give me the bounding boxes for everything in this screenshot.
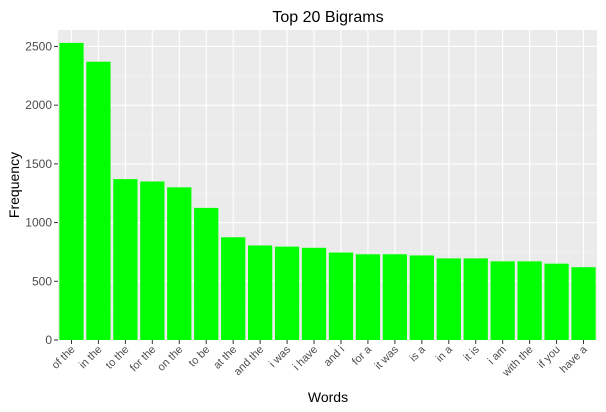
plot-panel xyxy=(58,30,597,340)
bar xyxy=(140,181,165,340)
bar xyxy=(113,179,138,340)
bar xyxy=(167,187,192,340)
x-tick-label: for the xyxy=(128,344,159,375)
chart-title: Top 20 Bigrams xyxy=(272,9,383,26)
bar xyxy=(409,255,434,340)
bar xyxy=(544,263,569,340)
x-tick-label: is a xyxy=(407,343,428,364)
y-tick-label: 1000 xyxy=(25,216,52,230)
bar xyxy=(463,258,488,340)
x-tick-label: of the xyxy=(50,344,78,372)
x-tick-label: to be xyxy=(187,344,213,370)
bar xyxy=(436,258,461,340)
x-tick-label: it is xyxy=(462,343,483,364)
bar xyxy=(490,261,515,340)
bar xyxy=(194,207,219,340)
x-tick-label: for a xyxy=(350,343,375,368)
bar xyxy=(517,261,542,340)
bar xyxy=(59,42,84,341)
bar xyxy=(571,267,596,340)
y-axis-ticks: 0 500 1000 1500 2000 2500 xyxy=(25,39,58,347)
x-tick-label: i was xyxy=(267,343,294,370)
y-tick-label: 2000 xyxy=(25,98,52,112)
bar xyxy=(382,254,408,340)
bar xyxy=(86,61,111,341)
bars xyxy=(59,42,596,341)
y-tick-label: 0 xyxy=(45,333,52,347)
bar xyxy=(247,245,273,340)
bar xyxy=(355,254,381,340)
x-tick-label: on the xyxy=(155,344,185,374)
bar xyxy=(274,246,300,340)
bar xyxy=(328,252,354,340)
x-tick-label: have a xyxy=(558,343,590,375)
x-tick-label: in a xyxy=(434,343,456,365)
bar xyxy=(221,237,246,340)
x-tick-label: and i xyxy=(322,344,347,369)
x-axis-title: Words xyxy=(308,389,348,405)
x-tick-label: and the xyxy=(232,344,266,378)
bar xyxy=(301,247,327,340)
x-tick-label: i am xyxy=(486,344,509,367)
x-tick-label: it was xyxy=(373,343,402,372)
x-tick-label: in the xyxy=(77,344,105,372)
x-tick-label: to the xyxy=(104,344,132,372)
x-tick-label: i have xyxy=(291,344,320,373)
y-tick-label: 2500 xyxy=(25,39,52,53)
y-tick-label: 500 xyxy=(32,274,52,288)
y-tick-label: 1500 xyxy=(25,157,52,171)
y-axis-title: Frequency xyxy=(6,152,22,218)
